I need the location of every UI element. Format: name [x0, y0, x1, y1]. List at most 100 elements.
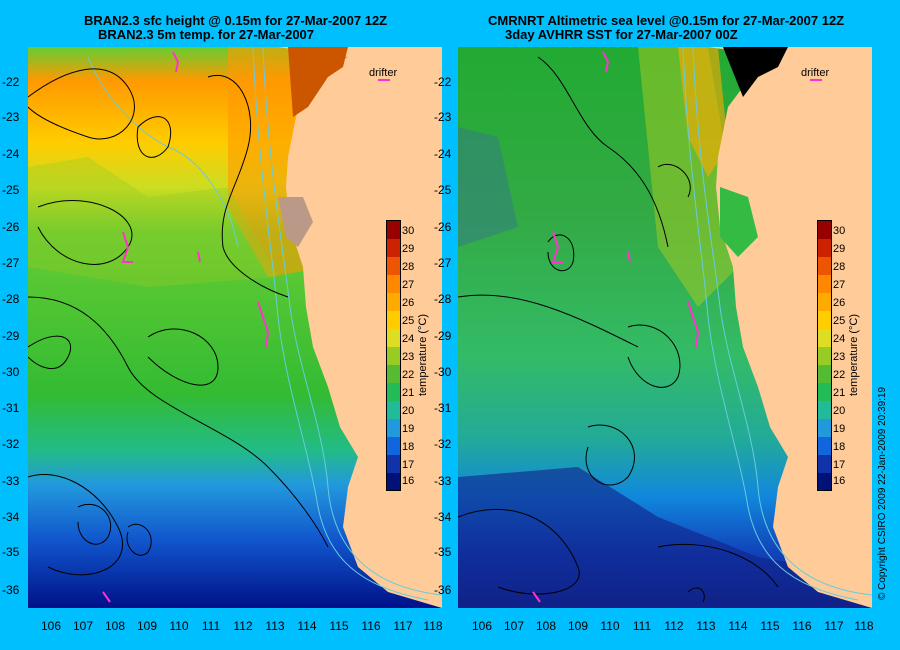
lon-tick: 118: [423, 619, 443, 633]
right-map: [458, 47, 872, 608]
left-drifter-label: drifter: [369, 67, 398, 79]
left-cbar-tick: 18: [402, 441, 415, 453]
right-cbar-tick: 18: [833, 441, 846, 453]
lat-tick: -24: [434, 147, 452, 161]
lon-tick: 115: [329, 619, 349, 633]
lon-tick: 111: [201, 619, 221, 633]
lat-tick: -27: [2, 256, 20, 270]
left-colorbar-label: temperature (°C): [417, 313, 429, 396]
right-cbar-tick: 29: [833, 243, 846, 255]
left-cbar-tick: 20: [402, 405, 415, 417]
right-drifter-tracks: [532, 51, 700, 603]
lon-tick: 114: [728, 619, 748, 633]
lat-tick: -32: [434, 437, 452, 451]
left-cbar-tick: 23: [402, 351, 415, 363]
lon-tick: 110: [600, 619, 620, 633]
lon-tick: 108: [104, 619, 126, 633]
lon-tick: 106: [40, 619, 62, 633]
right-drifter-legend-mark: [810, 79, 822, 81]
lat-tick: -29: [434, 329, 452, 343]
lat-tick: -28: [2, 292, 20, 306]
lon-tick: 108: [535, 619, 557, 633]
left-cbar-tick: 28: [402, 261, 415, 273]
lat-tick: -35: [434, 545, 452, 559]
left-colorbar: [386, 220, 401, 491]
right-cbar-tick: 28: [833, 261, 846, 273]
lat-tick: -33: [434, 474, 452, 488]
right-cbar-tick: 30: [833, 225, 846, 237]
lon-tick: 117: [824, 619, 844, 633]
lon-tick: 109: [567, 619, 589, 633]
left-drifter-tracks: [102, 51, 270, 603]
lon-tick: 112: [233, 619, 253, 633]
lon-tick: 115: [760, 619, 780, 633]
right-cbar-tick: 21: [833, 387, 846, 399]
left-cbar-tick: 30: [402, 225, 415, 237]
lat-tick: -29: [2, 329, 20, 343]
right-cbar-tick: 24: [833, 333, 846, 345]
lat-tick: -34: [2, 510, 20, 524]
lat-tick: -34: [434, 510, 452, 524]
right-cbar-tick: 25: [833, 315, 846, 327]
copyright-text: © Copyright CSIRO 2009 22-Jan-2009 20:39…: [877, 386, 888, 600]
right-title-line1: CMRNRT Altimetric sea level @0.15m for 2…: [488, 13, 845, 28]
lat-tick: -36: [2, 583, 20, 597]
lat-tick: -23: [2, 110, 20, 124]
left-map: [28, 47, 442, 608]
lat-tick: -25: [434, 183, 452, 197]
lat-tick: -31: [2, 401, 20, 415]
right-colorbar-label: temperature (°C): [848, 313, 860, 396]
lon-tick: 118: [854, 619, 874, 633]
lat-tick: -25: [2, 183, 20, 197]
right-cbar-tick: 22: [833, 369, 846, 381]
lat-tick: -24: [2, 147, 20, 161]
lon-tick: 117: [393, 619, 413, 633]
lat-tick: -31: [434, 401, 452, 415]
lon-tick: 110: [169, 619, 189, 633]
lon-tick: 116: [792, 619, 812, 633]
lat-tick: -36: [434, 583, 452, 597]
lon-tick: 113: [265, 619, 285, 633]
lon-tick: 109: [136, 619, 158, 633]
right-cbar-tick: 23: [833, 351, 846, 363]
lon-tick: 112: [664, 619, 684, 633]
lat-tick: -26: [2, 220, 20, 234]
lat-tick: -30: [2, 365, 20, 379]
left-land: [278, 47, 442, 608]
lat-tick: -27: [434, 256, 452, 270]
right-cbar-tick: 17: [833, 459, 846, 471]
lat-tick: -32: [2, 437, 20, 451]
lat-tick: -33: [2, 474, 20, 488]
lon-tick: 107: [72, 619, 94, 633]
right-cbar-tick: 20: [833, 405, 846, 417]
right-cbar-tick: 16: [833, 475, 846, 487]
right-cbar-tick: 27: [833, 279, 846, 291]
right-cbar-tick: 26: [833, 297, 846, 309]
lat-tick: -28: [434, 292, 452, 306]
left-cbar-tick: 25: [402, 315, 415, 327]
lat-tick: -22: [2, 75, 20, 89]
lat-tick: -22: [434, 75, 452, 89]
right-cbar-tick: 19: [833, 423, 846, 435]
right-colorbar: [817, 220, 832, 491]
left-cbar-tick: 19: [402, 423, 415, 435]
left-cbar-tick: 29: [402, 243, 415, 255]
lat-tick: -35: [2, 545, 20, 559]
lat-tick: -26: [434, 220, 452, 234]
lon-tick: 106: [471, 619, 493, 633]
lon-tick: 111: [632, 619, 652, 633]
left-cbar-tick: 27: [402, 279, 415, 291]
lon-tick: 116: [361, 619, 381, 633]
lon-tick: 113: [696, 619, 716, 633]
lat-tick: -30: [434, 365, 452, 379]
left-cbar-tick: 24: [402, 333, 415, 345]
left-drifter-legend-mark: [378, 79, 390, 81]
left-title-line2: BRAN2.3 5m temp. for 27-Mar-2007: [98, 27, 315, 42]
lon-tick: 107: [503, 619, 525, 633]
left-title-line1: BRAN2.3 sfc height @ 0.15m for 27-Mar-20…: [84, 13, 388, 28]
lat-tick: -23: [434, 110, 452, 124]
left-cbar-tick: 21: [402, 387, 415, 399]
lon-tick: 114: [297, 619, 317, 633]
left-cbar-tick: 17: [402, 459, 415, 471]
left-cbar-tick: 26: [402, 297, 415, 309]
